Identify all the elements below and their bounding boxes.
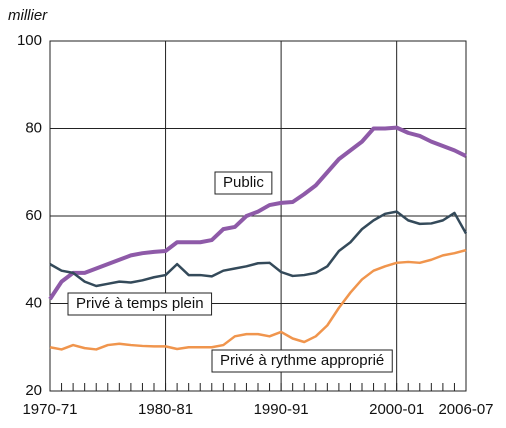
unit-label: millier bbox=[8, 7, 48, 24]
x-tick-label: 1970-71 bbox=[22, 401, 77, 418]
series-line bbox=[49, 248, 467, 351]
series-line bbox=[49, 210, 468, 288]
x-tick-label: 1980-81 bbox=[138, 401, 193, 418]
y-tick-label: 80 bbox=[25, 119, 42, 136]
x-tick-label: 1990-91 bbox=[254, 401, 309, 418]
series-line bbox=[48, 125, 467, 301]
series-label-box bbox=[67, 292, 213, 316]
y-tick-label: 20 bbox=[25, 382, 42, 399]
y-tick-label: 40 bbox=[25, 294, 42, 311]
y-tick-label: 100 bbox=[17, 32, 42, 49]
x-tick-label: 2000-01 bbox=[369, 401, 424, 418]
series-label: Privé à temps plein bbox=[76, 295, 204, 312]
x-tick-label: 2006-07 bbox=[438, 401, 493, 418]
series-label: Privé à rythme approprié bbox=[220, 352, 384, 369]
series-label-box bbox=[211, 349, 393, 373]
series-label-box bbox=[214, 171, 273, 195]
series-label: Public bbox=[223, 174, 264, 191]
y-tick-label: 60 bbox=[25, 207, 42, 224]
